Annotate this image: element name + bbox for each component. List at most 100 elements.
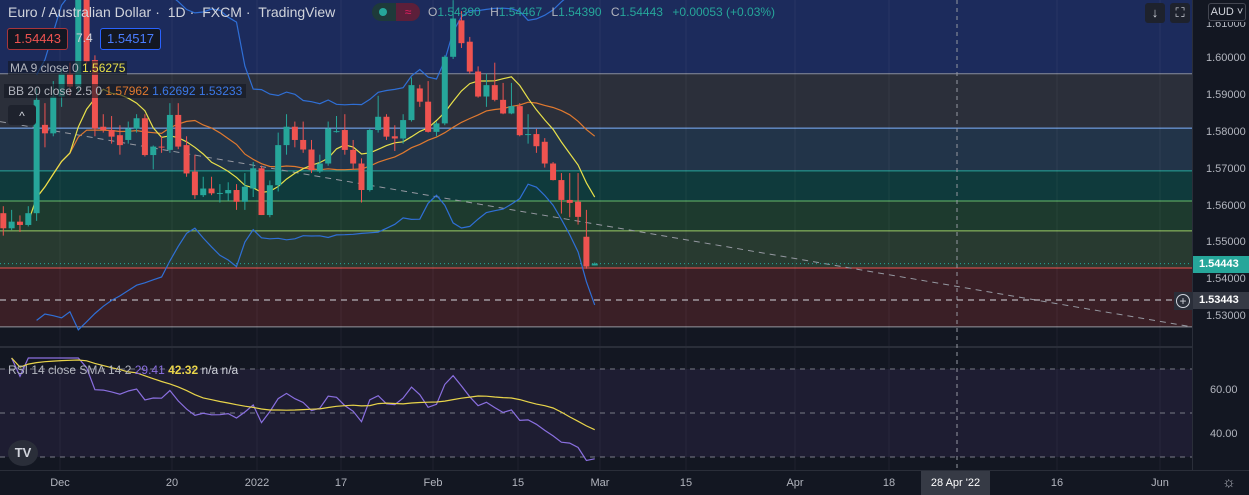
candle-body [266, 185, 273, 216]
chart-canvas[interactable] [0, 0, 1192, 470]
candle-body [433, 123, 440, 132]
time-label: Feb [423, 477, 443, 489]
candle-body [400, 120, 407, 139]
candle-body [366, 130, 373, 191]
candle-body [516, 106, 523, 136]
candle-body [466, 41, 473, 72]
tradingview-logo[interactable]: TV [8, 440, 38, 466]
close-label: C [610, 5, 620, 19]
price-tick: 1.56000 [1206, 200, 1246, 212]
zone [0, 73, 1192, 129]
price-tick: 1.55000 [1206, 236, 1246, 248]
time-label: Dec [50, 477, 70, 489]
candle-body [458, 20, 465, 44]
candle-body [41, 124, 48, 134]
bb-upper: 1.62692 [152, 84, 196, 98]
zone [0, 170, 1192, 202]
crosshair-price-label: 1.53443 [1193, 292, 1249, 309]
rsi-extra: n/a n/a [201, 363, 239, 377]
time-label: Apr [786, 477, 804, 489]
candle-body [441, 56, 448, 124]
rsi-legend[interactable]: RSI 14 close SMA 14 2 29.41 42.32 n/a n/… [8, 363, 238, 377]
low-label: L [551, 5, 559, 19]
bb-legend[interactable]: BB 20 close 2.5 0 1.57962 1.62692 1.5323… [4, 84, 247, 98]
plus-circle-icon: + [1176, 294, 1190, 308]
candle-body [358, 163, 365, 191]
candle-body [408, 85, 415, 121]
trendline [0, 121, 1192, 328]
candle-body [150, 146, 157, 156]
time-label: 18 [882, 477, 896, 489]
scroll-down-button[interactable]: ↓ [1145, 3, 1165, 23]
add-alert-button[interactable]: + [1174, 292, 1192, 310]
currency-select[interactable]: AUD ˅ [1208, 3, 1246, 21]
candle-body [325, 128, 332, 164]
candle-body [575, 201, 582, 217]
market-status-toggle[interactable]: ≈ [372, 3, 420, 21]
ma-legend[interactable]: MA 9 close 0 1.56275 [8, 61, 128, 75]
candle-body [175, 114, 182, 147]
wave-icon: ≈ [396, 3, 420, 21]
crosshair-date-label: 28 Apr '22 [921, 471, 990, 495]
candle-body [475, 71, 482, 97]
price-tick: 1.57000 [1206, 163, 1246, 175]
buy-button[interactable]: 1.54517 [100, 28, 161, 50]
candle-body [583, 236, 590, 267]
candle-body [283, 126, 290, 146]
bb-lower-line [36, 183, 596, 331]
time-label: Jun [1151, 477, 1169, 489]
symbol-title: Euro / Australian Dollar · 1D · FXCM · Trad… [8, 4, 336, 20]
rsi-ma-line [11, 357, 595, 431]
zone [0, 230, 1192, 269]
candle-body [308, 149, 315, 171]
bb-label: BB 20 close 2.5 0 [8, 84, 103, 98]
candle-body [225, 190, 232, 194]
price-scale[interactable] [1192, 0, 1249, 470]
price-tick: 1.53000 [1206, 310, 1246, 322]
close-value: 1.54443 [619, 5, 663, 19]
fullscreen-button[interactable]: ⛶ [1170, 3, 1190, 23]
candle-body [275, 145, 282, 186]
last-price-label: 1.54443 [1193, 256, 1249, 273]
candle-body [83, 0, 90, 62]
zone [0, 128, 1192, 171]
candle-body [108, 130, 115, 137]
candle-body [50, 96, 57, 134]
interval[interactable]: 1D [167, 4, 186, 20]
rsi-tick: 60.00 [1210, 384, 1238, 396]
candle-body [566, 199, 573, 203]
candle-body [233, 190, 240, 202]
candle-body [116, 135, 123, 146]
candle-body [450, 18, 457, 57]
time-label: 17 [334, 477, 348, 489]
symbol-name: Euro / Australian Dollar [8, 4, 152, 20]
candle-body [291, 126, 298, 140]
rsi-tick: 40.00 [1210, 428, 1238, 440]
candle-body [191, 171, 198, 196]
time-label: 15 [511, 477, 525, 489]
market-open-icon [379, 8, 387, 16]
time-label: 16 [1050, 477, 1064, 489]
candle-body [183, 145, 190, 174]
zone [0, 201, 1192, 231]
exchange: FXCM [202, 4, 242, 20]
bb-lower: 1.53233 [198, 84, 243, 98]
time-axis[interactable]: Dec 20 2022 17 Feb 15 Mar 15 Apr 18 16 Jun 28 Apr '… [0, 470, 1249, 495]
candle-body [558, 180, 565, 200]
rsi-value: 29.41 [134, 363, 165, 377]
time-label: 15 [679, 477, 693, 489]
time-label: Mar [590, 477, 610, 489]
candle-body [25, 213, 32, 225]
collapse-legend-button[interactable]: ^ [8, 105, 36, 125]
low-value: 1.54390 [558, 5, 602, 19]
sell-button[interactable]: 1.54443 [7, 28, 68, 50]
candle-body [300, 139, 307, 150]
candle-body [525, 134, 532, 136]
candle-body [491, 85, 498, 100]
settings-gear-icon[interactable]: ☼ [1222, 474, 1236, 491]
candle-body [66, 73, 73, 87]
ma-label: MA 9 close 0 [10, 61, 79, 75]
candle-body [100, 126, 107, 131]
candle-body [158, 146, 165, 148]
candle-body [508, 106, 515, 114]
